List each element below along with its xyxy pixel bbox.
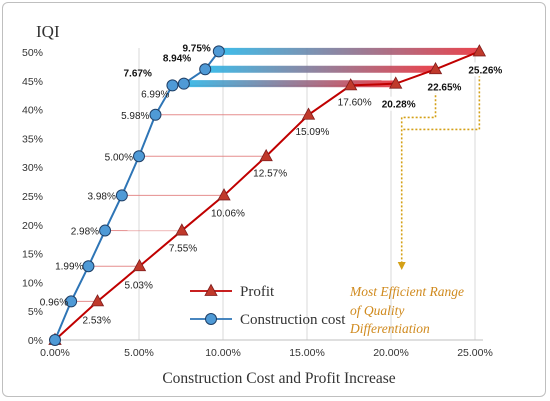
annotation: Most Efficient Range of Quality Differen…	[349, 284, 464, 336]
annotation-line-2: of Quality	[350, 303, 404, 318]
legend-construction-label: Construction cost	[240, 312, 346, 328]
profit-marker	[90, 294, 105, 307]
construction-cost-marker	[65, 295, 78, 308]
construction-cost-marker	[49, 334, 61, 346]
efficient-range-bracket	[397, 75, 481, 270]
x-tick-label: 15.00%	[289, 347, 325, 359]
y-tick-label: 20%	[22, 220, 43, 232]
y-tick-label: 45%	[22, 76, 43, 88]
construction-cost-marker	[82, 260, 95, 273]
y-tick-label: 50%	[22, 47, 43, 59]
construction-cost-data-label: 7.67%	[123, 69, 151, 80]
construction-cost-marker	[149, 108, 162, 121]
x-tick-label: 10.00%	[205, 347, 241, 359]
construction-cost-marker	[99, 224, 112, 237]
profit-marker	[344, 78, 358, 91]
construction-cost-marker	[177, 77, 190, 90]
x-tick-label: 20.00%	[373, 347, 409, 359]
profit-marker	[175, 223, 189, 236]
bracket-arrow-head	[397, 262, 406, 270]
construction-cost-data-label: 9.75%	[182, 43, 210, 54]
profit-data-label: 7.55%	[169, 244, 197, 255]
y-axis-title: IQI	[36, 22, 60, 41]
profit-label-background	[378, 96, 424, 111]
y-tick-label: 10%	[22, 277, 43, 289]
series-markers	[48, 44, 487, 346]
profit-data-label: 5.03%	[125, 280, 153, 291]
bracket-inner	[401, 87, 437, 119]
x-axis-title: Construction Cost and Profit Increase	[162, 370, 395, 387]
axes: 0.00% 5.00% 10.00% 15.00% 20.00% 25.00% 0% 5% 10…	[22, 47, 493, 359]
construction-cost-marker	[115, 189, 128, 202]
construction-cost-data-label: 2.98%	[71, 227, 99, 238]
y-tick-label: 35%	[22, 133, 43, 145]
y-tick-label: 40%	[22, 105, 43, 117]
data-labels: 0.96% 1.99% 2.98% 3.98% 5.00% 5.98% 6.99% 7.67%…	[40, 43, 510, 326]
legend: Profit Construction cost	[190, 283, 346, 328]
profit-data-label: 10.06%	[211, 208, 245, 219]
profit-label-background	[465, 62, 510, 77]
construction-cost-data-label: 6.99%	[141, 89, 169, 100]
profit-data-label: 12.57%	[253, 168, 287, 179]
profit-marker	[389, 76, 403, 89]
legend-construction-circle-icon	[205, 313, 217, 325]
profit-data-label: 25.26%	[468, 65, 502, 76]
profit-marker	[472, 44, 487, 57]
y-tick-label: 25%	[22, 191, 43, 203]
construction-cost-data-label: 8.94%	[163, 53, 191, 64]
x-tick-label: 0.00%	[40, 347, 70, 359]
construction-cost-data-label: 5.00%	[105, 152, 133, 163]
profit-marker	[132, 258, 147, 272]
x-tick-label: 25.00%	[457, 347, 493, 359]
construction-cost-marker	[166, 79, 179, 92]
legend-profit-triangle-icon	[204, 283, 218, 296]
construction-cost-data-label: 0.96%	[40, 297, 68, 308]
legend-profit-label: Profit	[240, 284, 275, 300]
y-tick-label: 0%	[28, 335, 43, 347]
construction-cost-data-label: 3.98%	[88, 191, 116, 202]
profit-marker	[301, 107, 316, 120]
construction-cost-data-label: 5.98%	[121, 111, 149, 122]
profit-data-label: 22.65%	[428, 82, 462, 93]
profit-marker	[259, 148, 273, 162]
y-tick-label: 30%	[22, 162, 43, 174]
profit-marker	[217, 188, 231, 201]
construction-cost-marker	[133, 150, 145, 163]
y-tick-label: 15%	[22, 249, 43, 261]
annotation-line-1: Most Efficient Range	[349, 284, 464, 299]
construction-cost-marker	[199, 63, 212, 76]
profit-data-label: 2.53%	[83, 315, 111, 326]
construction-cost-marker	[212, 45, 225, 58]
profit-data-label: 20.28%	[382, 100, 416, 111]
profit-marker	[428, 61, 443, 75]
bracket-upper	[401, 75, 481, 131]
x-tick-label: 5.00%	[124, 347, 154, 359]
profit-data-label: 15.09%	[296, 127, 330, 138]
profit-data-label: 17.60%	[338, 97, 372, 108]
annotation-line-3: Differentiation	[349, 321, 430, 336]
construction-cost-data-label: 1.99%	[55, 261, 83, 272]
profit-label-background	[424, 79, 469, 94]
y-tick-label: 5%	[28, 306, 43, 318]
